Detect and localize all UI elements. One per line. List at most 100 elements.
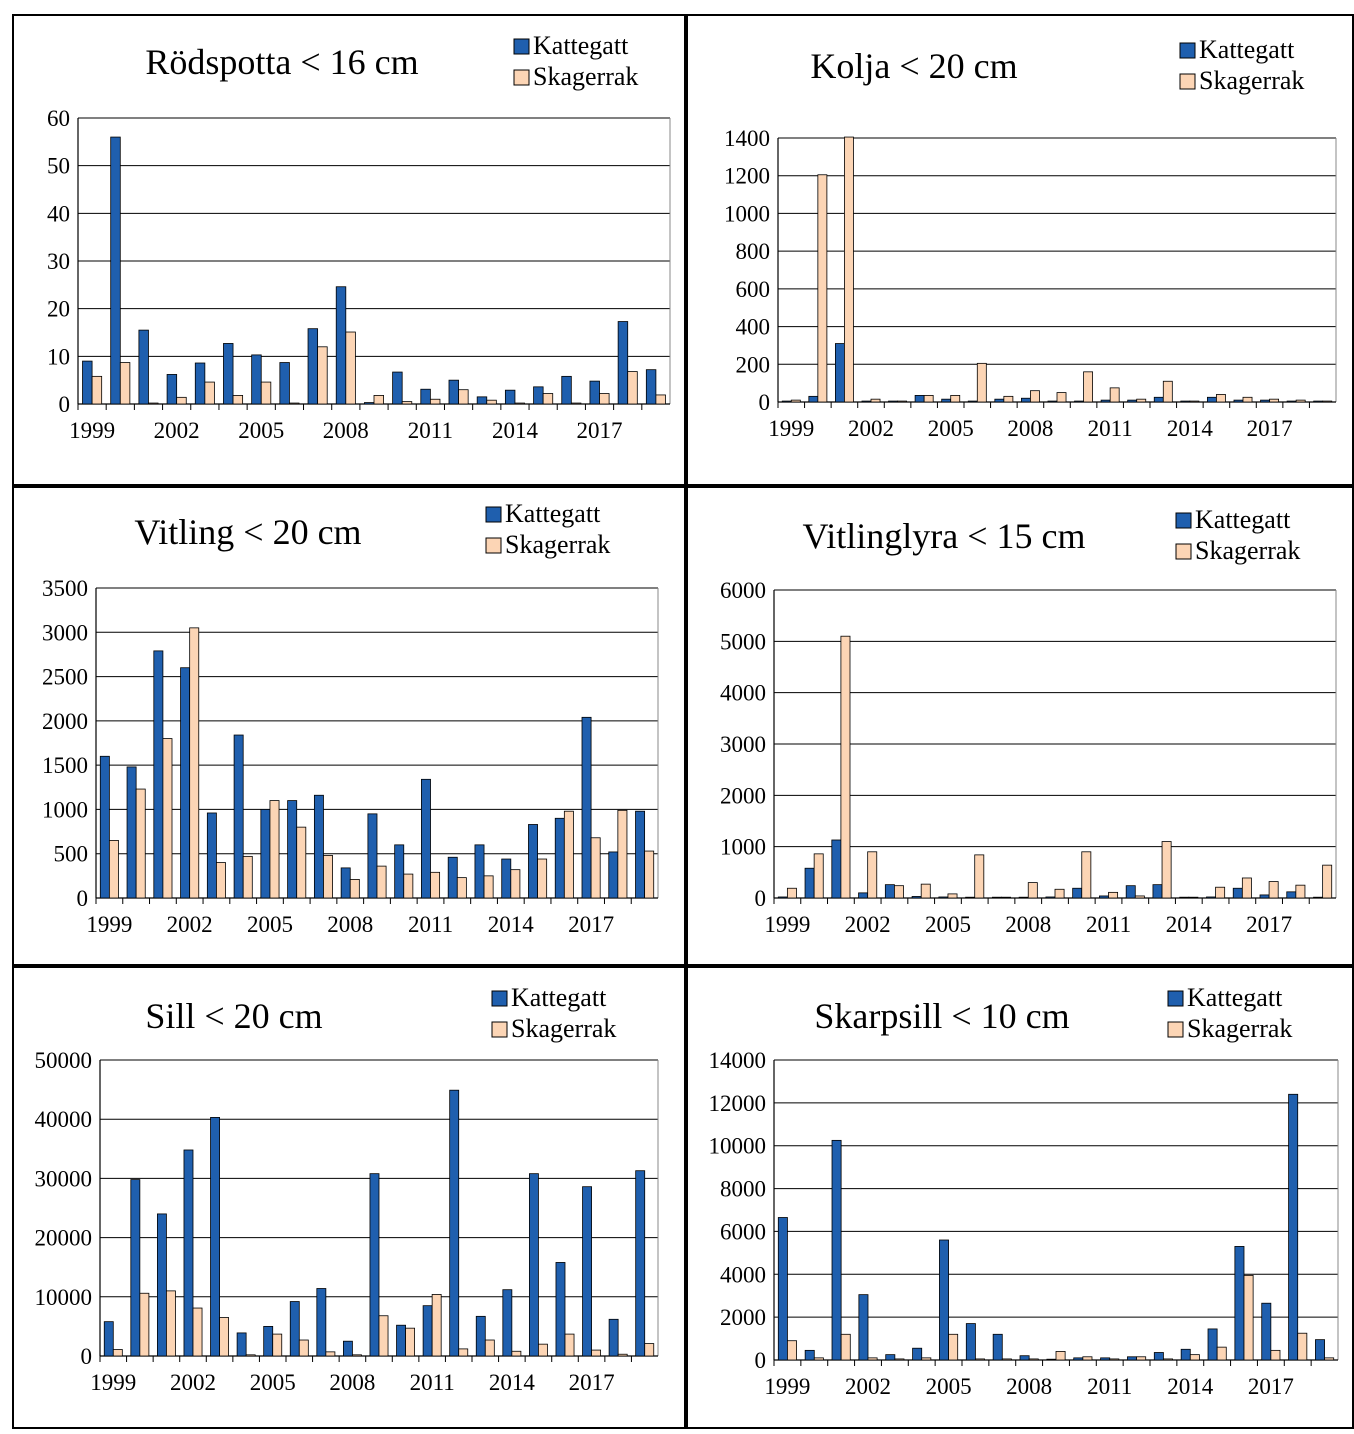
bar-kattegatt <box>99 755 110 899</box>
bar-skagerrak <box>655 394 666 405</box>
bar-kattegatt <box>501 858 512 899</box>
legend-swatch <box>513 69 530 86</box>
bar-kattegatt <box>251 354 262 405</box>
bar-skagerrak <box>1297 1332 1308 1361</box>
bar-skagerrak <box>345 331 356 405</box>
bar-kattegatt <box>589 380 600 405</box>
x-tick-label: 2017 <box>1247 416 1293 441</box>
legend-label: Skagerrak <box>505 530 610 559</box>
y-tick-label: 400 <box>736 315 771 340</box>
x-tick-label: 2008 <box>323 418 369 443</box>
bar-skagerrak <box>537 858 548 899</box>
x-tick-label: 1999 <box>69 418 115 443</box>
bar-skagerrak <box>1295 884 1306 899</box>
bar-skagerrak <box>840 1333 851 1361</box>
bar-skagerrak <box>289 402 300 405</box>
y-tick-label: 500 <box>54 842 89 867</box>
bar-kattegatt <box>449 1089 460 1357</box>
bar-skagerrak <box>119 362 131 405</box>
y-tick-label: 50 <box>47 154 70 179</box>
bar-kattegatt <box>287 800 298 899</box>
x-tick-label: 2005 <box>926 1374 972 1399</box>
bar-skagerrak <box>563 810 574 899</box>
bar-kattegatt <box>1313 896 1324 899</box>
bar-kattegatt <box>233 734 244 899</box>
bar-kattegatt <box>777 896 788 899</box>
bar-skagerrak <box>591 1349 602 1357</box>
bar-skagerrak <box>1269 398 1280 403</box>
bar-kattegatt <box>804 867 815 899</box>
chart-title: Vitlinglyra < 15 cm <box>802 516 1085 556</box>
bar-skagerrak <box>1324 1357 1335 1361</box>
bar-kattegatt <box>369 1173 380 1357</box>
y-tick-label: 4000 <box>720 1262 766 1287</box>
bar-kattegatt <box>781 400 792 403</box>
bar-skagerrak <box>352 1354 362 1357</box>
bar-skagerrak <box>1001 896 1011 899</box>
x-tick-label: 2017 <box>1246 912 1292 937</box>
chart-panel: Rödspotta < 16 cm Kattegatt Skagerrak 0 10 20… <box>12 14 686 486</box>
legend-label: Kattegatt <box>533 31 629 60</box>
x-tick-label: 2017 <box>569 1370 615 1395</box>
bar-skagerrak <box>325 1351 336 1357</box>
y-tick-label: 0 <box>77 886 89 911</box>
y-tick-label: 20000 <box>35 1226 93 1251</box>
bar-kattegatt <box>1206 396 1217 403</box>
bar-skagerrak <box>1136 1356 1147 1361</box>
bar-kattegatt <box>967 400 978 403</box>
bar-kattegatt <box>396 1324 406 1357</box>
chart-panel: Kolja < 20 cm Kattegatt Skagerrak 0 200 400 60… <box>686 14 1354 486</box>
legend-swatch <box>1167 1021 1184 1038</box>
bar-kattegatt <box>608 1318 619 1357</box>
bar-kattegatt <box>1074 400 1084 403</box>
bar-kattegatt <box>307 328 319 405</box>
bar-skagerrak <box>867 851 878 899</box>
bar-skagerrak <box>867 1357 878 1361</box>
bar-kattegatt <box>194 362 206 405</box>
bar-skagerrak <box>1270 1349 1281 1361</box>
bar-kattegatt <box>581 716 592 899</box>
bar-skagerrak <box>921 1357 932 1361</box>
bar-skagerrak <box>91 375 103 405</box>
y-tick-label: 4000 <box>720 681 766 706</box>
bar-kattegatt <box>888 400 898 403</box>
bar-skagerrak <box>787 1340 797 1361</box>
bar-kattegatt <box>831 1139 842 1361</box>
legend-swatch <box>1175 512 1192 529</box>
y-tick-label: 2000 <box>720 1305 766 1330</box>
bar-skagerrak <box>590 837 601 899</box>
bar-skagerrak <box>950 394 961 403</box>
bar-skagerrak <box>538 1343 548 1357</box>
bar-skagerrak <box>617 809 628 899</box>
legend-swatch <box>513 38 530 55</box>
bar-kattegatt <box>103 1321 114 1357</box>
bar-skagerrak <box>897 400 908 403</box>
bar-skagerrak <box>813 1357 824 1361</box>
bar-kattegatt <box>858 1294 869 1361</box>
bar-kattegatt <box>834 343 845 403</box>
bar-skagerrak <box>1162 380 1173 403</box>
bar-kattegatt <box>992 1333 1003 1361</box>
bar-skagerrak <box>458 389 469 405</box>
bar-skagerrak <box>108 840 119 899</box>
bar-skagerrak <box>378 1315 389 1357</box>
y-tick-label: 3000 <box>720 732 766 757</box>
bar-kattegatt <box>1100 399 1111 403</box>
bar-kattegatt <box>861 400 872 403</box>
chart-title: Rödspotta < 16 cm <box>145 42 418 82</box>
bar-kattegatt <box>475 1315 486 1357</box>
bar-skagerrak <box>1163 1358 1173 1361</box>
bar-skagerrak <box>975 1358 985 1361</box>
bar-skagerrak <box>429 398 441 405</box>
x-tick-label: 2002 <box>848 416 894 441</box>
legend-swatch <box>1175 543 1192 560</box>
legend-label: Skagerrak <box>1187 1014 1292 1043</box>
y-tick-label: 14000 <box>709 1048 767 1073</box>
legend-label: Kattegatt <box>1195 505 1291 534</box>
bar-skagerrak <box>405 1327 416 1357</box>
bar-skagerrak <box>296 826 307 899</box>
bar-kattegatt <box>448 379 459 405</box>
